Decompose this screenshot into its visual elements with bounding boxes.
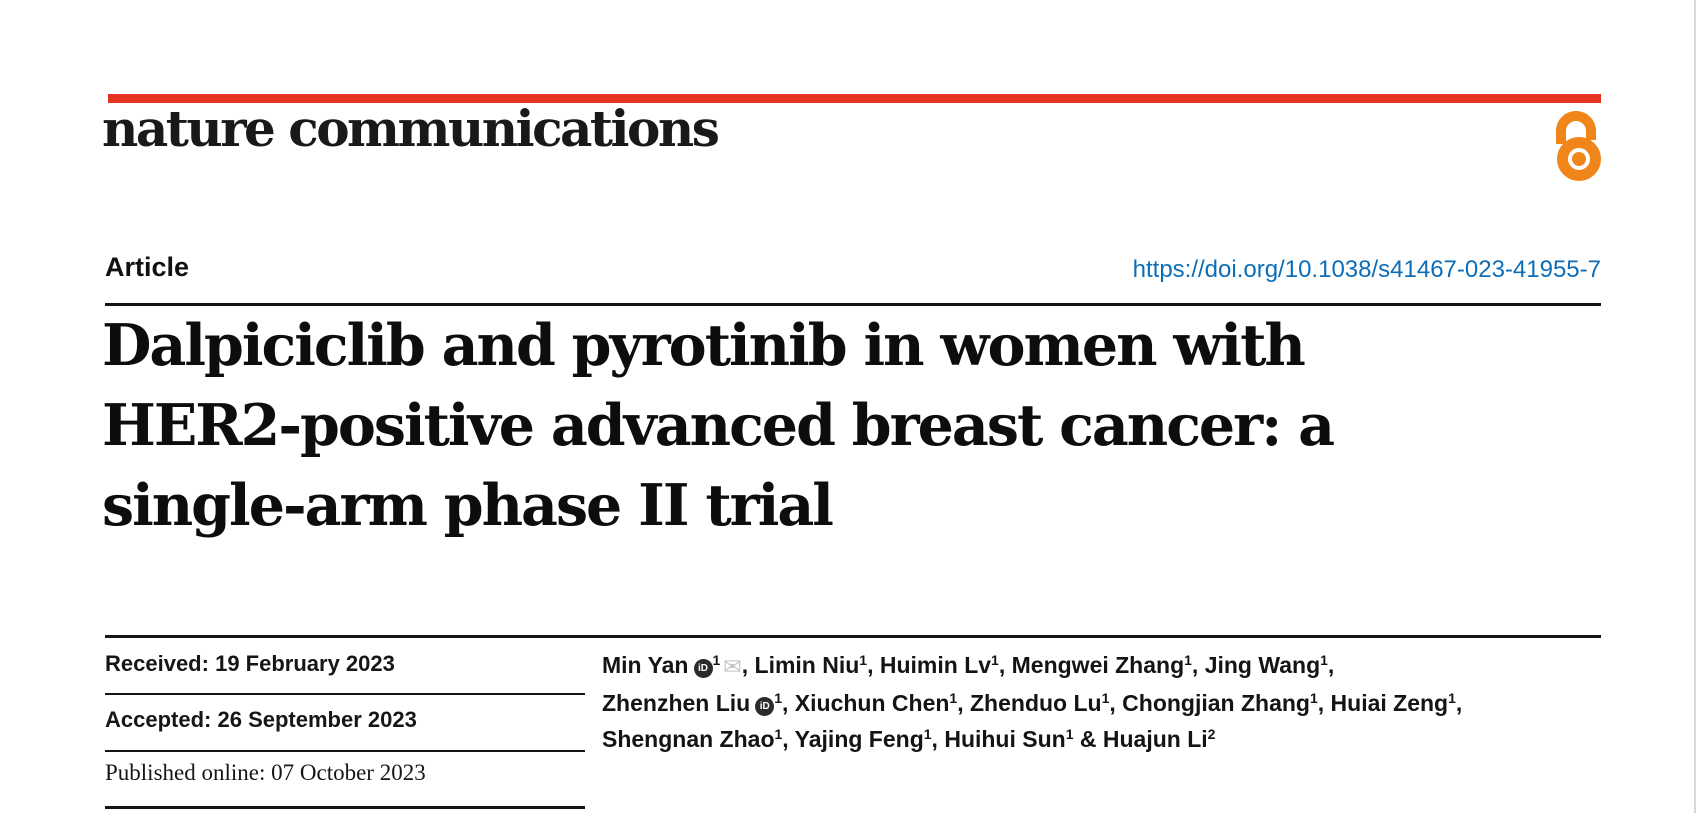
published-date-row: Published online: 07 October 2023 — [105, 760, 426, 786]
doi-link[interactable]: https://doi.org/10.1038/s41467-023-41955… — [1132, 256, 1601, 283]
header-divider — [105, 303, 1601, 306]
article-title-line: HER2-positive advanced breast cancer: a — [102, 392, 1335, 459]
author-separator: , — [931, 726, 945, 752]
author-line: Zhenzhen Liu iD1, Xiuchun Chen1, Zhenduo … — [602, 685, 1612, 721]
author-separator: , — [998, 652, 1012, 678]
author-affiliation-sup: 1 — [1065, 726, 1074, 742]
orcid-icon[interactable]: iD — [693, 659, 713, 678]
author-affiliation-sup: 1 — [1320, 652, 1328, 668]
author-name: Zhenzhen Liu — [602, 690, 751, 716]
page-right-border — [1694, 0, 1696, 813]
author-separator: , — [867, 652, 880, 678]
author-name: Huajun Li — [1102, 726, 1208, 752]
author-separator: & — [1073, 726, 1103, 752]
brand-red-bar — [108, 94, 1601, 103]
author-affiliation-sup: 1 — [923, 726, 932, 742]
author-line: Min Yan iD1 ✉, Limin Niu1, Huimin Lv1, Men… — [602, 647, 1612, 685]
dates-divider — [105, 750, 585, 752]
accepted-label: Accepted: — [105, 707, 212, 732]
article-type-label: Article — [105, 252, 190, 282]
author-affiliation-sup: 1 — [859, 652, 868, 668]
article-title-line: single-arm phase II trial — [102, 472, 834, 539]
journal-logo: nature communications — [102, 99, 720, 158]
author-name: Huihui Sun — [944, 726, 1066, 752]
author-name: Xiuchun Chen — [794, 690, 950, 716]
orcid-icon[interactable]: iD — [755, 697, 775, 716]
author-separator: , — [1317, 690, 1331, 716]
author-affiliation-sup: 1 — [774, 690, 783, 706]
article-title-line: Dalpiciclib and pyrotinib in women with — [102, 312, 1306, 379]
author-affiliation-sup: 1 — [712, 652, 721, 668]
author-name: Jing Wang — [1204, 652, 1321, 678]
author-name: Shengnan Zhao — [602, 726, 775, 752]
author-name: Yajing Feng — [794, 726, 924, 752]
open-access-icon — [1556, 111, 1601, 181]
received-value: 19 February 2023 — [215, 651, 395, 676]
dates-divider — [105, 693, 585, 695]
dates-divider — [105, 806, 585, 809]
author-affiliation-sup: 1 — [1309, 690, 1318, 706]
author-name: Zhenduo Lu — [970, 690, 1102, 716]
author-affiliation-sup: 1 — [949, 690, 958, 706]
published-value: 07 October 2023 — [271, 760, 426, 785]
author-affiliation-sup: 1 — [1448, 690, 1456, 706]
author-list: Min Yan iD1 ✉, Limin Niu1, Huimin Lv1, Men… — [602, 647, 1612, 757]
accepted-value: 26 September 2023 — [217, 707, 417, 732]
author-name: Huiai Zeng — [1330, 690, 1449, 716]
author-separator: , — [1455, 690, 1463, 716]
received-label: Received: — [105, 651, 209, 676]
author-separator: , — [1109, 690, 1123, 716]
envelope-icon[interactable]: ✉ — [723, 654, 742, 679]
article-title: Dalpiciclib and pyrotinib in women with … — [102, 306, 1502, 546]
author-separator: , — [741, 652, 755, 678]
title-body-divider — [105, 635, 1601, 638]
author-affiliation-sup: 1 — [991, 652, 999, 668]
author-affiliation-sup: 1 — [1101, 690, 1110, 706]
author-separator: , — [1327, 652, 1335, 678]
published-label: Published online: — [105, 760, 266, 785]
author-name: Limin Niu — [754, 652, 860, 678]
author-affiliation-sup: 2 — [1207, 726, 1216, 742]
author-name: Min Yan — [602, 652, 689, 678]
accepted-date-row: Accepted: 26 September 2023 — [105, 707, 417, 733]
author-separator: , — [782, 726, 795, 752]
author-separator: , — [782, 690, 795, 716]
author-affiliation-sup: 1 — [774, 726, 783, 742]
author-name: Mengwei Zhang — [1011, 652, 1185, 678]
received-date-row: Received: 19 February 2023 — [105, 651, 395, 677]
author-name: Chongjian Zhang — [1122, 690, 1310, 716]
author-name: Huimin Lv — [879, 652, 992, 678]
author-line: Shengnan Zhao1, Yajing Feng1, Huihui Sun… — [602, 721, 1612, 757]
author-separator: , — [957, 690, 970, 716]
author-separator: , — [1191, 652, 1205, 678]
author-affiliation-sup: 1 — [1184, 652, 1192, 668]
